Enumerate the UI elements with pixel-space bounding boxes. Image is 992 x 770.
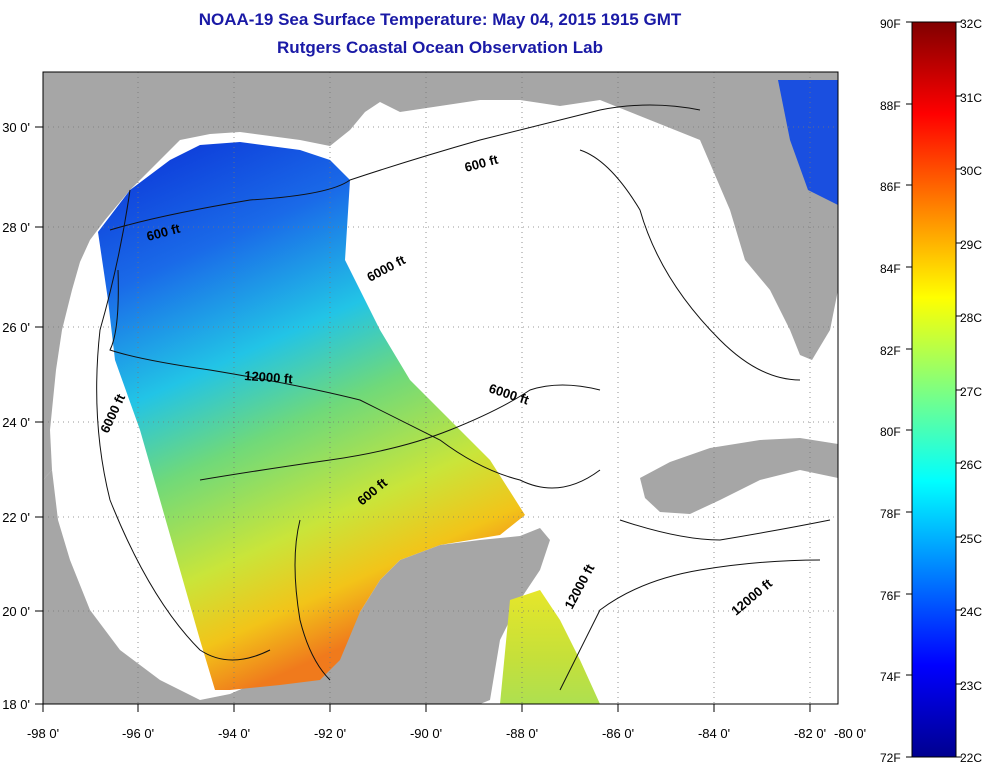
- latitude-labels: 18 0' 20 0' 22 0' 24 0' 26 0' 28 0' 30 0…: [2, 120, 30, 712]
- colorbar-c-label: 24C: [960, 605, 982, 619]
- graticule: [43, 72, 838, 704]
- lat-label: 18 0': [2, 697, 30, 712]
- colorbar-c-label: 28C: [960, 311, 982, 325]
- colorbar-c-label: 23C: [960, 679, 982, 693]
- lat-label: 28 0': [2, 220, 30, 235]
- frame-ticks: [35, 126, 811, 712]
- lon-label: -92 0': [314, 726, 346, 741]
- lat-label: 22 0': [2, 510, 30, 525]
- lon-label: -88 0': [506, 726, 538, 741]
- colorbar-c-label: 25C: [960, 532, 982, 546]
- lon-label: -82 0': [794, 726, 826, 741]
- colorbar-c-label: 32C: [960, 17, 982, 31]
- contour-label-12000ft-central: 12000 ft: [244, 368, 294, 386]
- map-subtitle: Rutgers Coastal Ocean Observation Lab: [277, 38, 603, 57]
- colorbar-c-label: 26C: [960, 458, 982, 472]
- colorbar-f-label: 82F: [880, 344, 901, 358]
- colorbar-gradient: [911, 21, 957, 758]
- longitude-labels: -98 0' -96 0' -94 0' -92 0' -90 0' -88 0…: [27, 726, 866, 741]
- sst-swath-west: [98, 142, 525, 690]
- colorbar-f-label: 86F: [880, 180, 901, 194]
- cuba-land: [640, 438, 838, 514]
- colorbar-c-label: 27C: [960, 385, 982, 399]
- mexico-land: [43, 470, 550, 704]
- lon-label: -98 0': [27, 726, 59, 741]
- colorbar-f-label: 90F: [880, 17, 901, 31]
- lat-label: 20 0': [2, 604, 30, 619]
- bathymetry-contours: [96, 104, 831, 691]
- colorbar-f-label: 74F: [880, 670, 901, 684]
- colorbar-f-label: 88F: [880, 99, 901, 113]
- colorbar-f-label: 80F: [880, 425, 901, 439]
- sst-swath-florida: [778, 80, 838, 205]
- colorbar-c-label: 22C: [960, 751, 982, 765]
- colorbar-f-label: 84F: [880, 262, 901, 276]
- colorbar-f-label: 78F: [880, 507, 901, 521]
- map-title: NOAA-19 Sea Surface Temperature: May 04,…: [198, 10, 682, 29]
- lat-label: 24 0': [2, 415, 30, 430]
- lat-label: 26 0': [2, 320, 30, 335]
- colorbar-f-label: 76F: [880, 589, 901, 603]
- sst-swath-yucatan: [500, 590, 600, 704]
- colorbar-c-label: 30C: [960, 164, 982, 178]
- lon-label: -94 0': [218, 726, 250, 741]
- lon-label: -80 0': [834, 726, 866, 741]
- lon-label: -90 0': [410, 726, 442, 741]
- lon-label: -84 0': [698, 726, 730, 741]
- map-frame: [42, 71, 839, 705]
- lon-label: -96 0': [122, 726, 154, 741]
- lat-label: 30 0': [2, 120, 30, 135]
- colorbar: 90F 88F 86F 84F 82F 80F 78F 76F 74F 72F …: [880, 17, 982, 765]
- colorbar-c-label: 31C: [960, 91, 982, 105]
- us-gulf-coast-land: [43, 72, 838, 480]
- lon-label: -86 0': [602, 726, 634, 741]
- map-plot-area: 600 ft 600 ft 600 ft 6000 ft 6000 ft 600…: [43, 72, 838, 704]
- colorbar-c-label: 29C: [960, 238, 982, 252]
- colorbar-f-label: 72F: [880, 751, 901, 765]
